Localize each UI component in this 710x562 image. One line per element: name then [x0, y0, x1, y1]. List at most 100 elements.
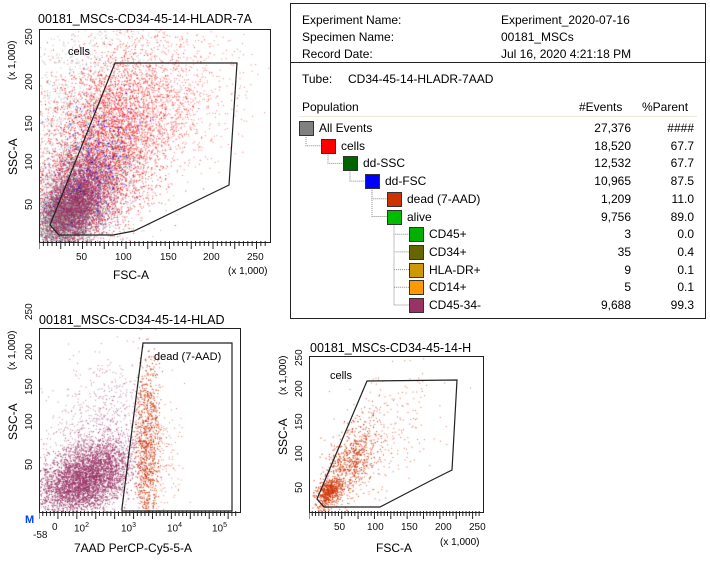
population-color-swatch	[409, 280, 424, 296]
plot3-gate-label: cells	[330, 370, 353, 382]
tube-value: CD34-45-14-HLADR-7AAD	[348, 72, 494, 86]
population-name: cells	[341, 138, 366, 153]
x-tick-label: 150	[401, 522, 418, 533]
plot1-xscale: (x 1,000)	[228, 266, 268, 277]
plot2-scatter-area[interactable]: dead (7-AAD)	[39, 328, 241, 513]
x-tick-label: 150	[160, 252, 177, 263]
population-row[interactable]: HLA-DR+ 9 0.1	[291, 262, 705, 279]
population-parent-pct: 0.4	[677, 244, 694, 259]
experiment-name-label: Experiment Name:	[302, 13, 402, 27]
x-tick-label: 102	[74, 522, 90, 535]
population-events: 27,376	[594, 121, 631, 135]
population-row[interactable]: cells 18,520 67.7	[291, 138, 705, 155]
specimen-name-value: 00181_MSCs	[501, 30, 574, 44]
population-name: CD34+	[429, 244, 467, 259]
population-parent-pct: ####	[667, 121, 694, 135]
plot3-title: 00181_MSCs-CD34-45-14-H	[310, 341, 472, 355]
plot1-x-axis	[39, 241, 266, 249]
population-row[interactable]: All Events 27,376 ####	[291, 120, 705, 137]
y-tick-label: 200	[294, 380, 305, 397]
plot2-title: 00181_MSCs-CD34-45-14-HLAD	[39, 313, 225, 327]
tube-label: Tube:	[302, 72, 333, 86]
x-tick-label: 103	[121, 522, 137, 535]
y-tick-label: 250	[294, 349, 305, 366]
plot2-marker-m[interactable]: M	[25, 514, 35, 526]
population-color-swatch	[409, 244, 424, 260]
population-name: alive	[407, 209, 432, 224]
x-tick-label: 200	[203, 252, 220, 263]
plot3-x-axis	[309, 511, 480, 519]
population-events: 1,209	[600, 191, 631, 206]
y-tick-label: 250	[24, 303, 35, 320]
plot3-xscale: (x 1,000)	[440, 537, 480, 548]
population-parent-pct: 0.1	[677, 262, 694, 277]
x-tick-label: 104	[167, 522, 183, 535]
y-tick-label: 150	[294, 413, 305, 430]
y-tick-label: 50	[24, 198, 35, 210]
y-tick-label: 50	[24, 458, 35, 470]
x-tick-label: 50	[334, 522, 346, 533]
x-tick-label: 200	[435, 522, 452, 533]
population-events: 3	[624, 227, 631, 242]
hierarchy-connectors	[305, 135, 409, 306]
population-parent-pct: 67.7	[670, 138, 694, 153]
population-parent-pct: 0.0	[677, 227, 694, 242]
plot1-title: 00181_MSCs-CD34-45-14-HLADR-7A	[38, 12, 252, 26]
x-tick-label: -58	[33, 530, 48, 541]
plot1-xlabel: FSC-A	[113, 268, 149, 282]
population-name: dd-SSC	[363, 156, 406, 171]
population-events: 5	[624, 280, 631, 295]
population-row[interactable]: dead (7-AAD) 1,209 11.0	[291, 191, 705, 208]
population-name: CD45+	[429, 227, 467, 242]
population-row[interactable]: dd-SSC 12,532 67.7	[291, 155, 705, 172]
plot3-gate-cells[interactable]	[310, 357, 483, 512]
record-date-value: Jul 16, 2020 4:21:18 PM	[501, 47, 632, 61]
population-row[interactable]: CD14+ 5 0.1	[291, 279, 705, 296]
population-row[interactable]: alive 9,756 89.0	[291, 209, 705, 226]
record-date-label: Record Date:	[302, 47, 373, 61]
population-row[interactable]: CD45+ 3 0.0	[291, 226, 705, 243]
y-tick-label: 250	[24, 28, 35, 45]
plot1-gate-label: cells	[68, 46, 91, 58]
y-tick-label: 100	[294, 445, 305, 462]
population-hierarchy-panel: Experiment Name: Experiment_2020-07-16 S…	[290, 3, 706, 319]
x-tick-label: 105	[212, 522, 228, 535]
population-parent-pct: 11.0	[671, 191, 694, 206]
y-tick-label: 150	[24, 115, 35, 132]
plot3-scatter-area[interactable]: cells	[309, 356, 484, 513]
x-tick-label: 100	[115, 252, 132, 263]
population-events: 18,520	[594, 138, 631, 153]
population-events: 35	[617, 244, 631, 259]
plot2-gate-dead[interactable]	[40, 329, 240, 512]
population-color-swatch	[299, 121, 314, 136]
plot1-gate-cells[interactable]	[40, 30, 270, 242]
plot2-x-axis	[39, 511, 237, 519]
population-parent-pct: 89.0	[670, 209, 694, 224]
y-tick-label: 100	[24, 413, 35, 430]
population-events: 9,688	[600, 298, 631, 312]
y-tick-label: 50	[294, 481, 305, 493]
population-color-swatch	[387, 209, 402, 225]
y-tick-label: 100	[24, 153, 35, 170]
population-parent-pct: 99.3	[670, 298, 694, 312]
plot2-xlabel: 7AAD PerCP-Cy5-5-A	[74, 541, 193, 555]
y-tick-label: 200	[24, 343, 35, 360]
population-row[interactable]: dd-FSC 10,965 87.5	[291, 173, 705, 190]
population-events: 10,965	[594, 174, 631, 189]
population-row[interactable]: CD45-34- 9,688 99.3	[291, 297, 705, 314]
population-name: CD45-34-	[429, 298, 482, 312]
population-color-swatch	[409, 227, 424, 243]
plot1-scatter-area[interactable]: cells	[39, 29, 271, 243]
plot3-xlabel: FSC-A	[376, 541, 412, 555]
y-tick-label: 150	[24, 378, 35, 395]
col-events: #Events	[579, 100, 623, 114]
x-tick-label: 250	[247, 252, 264, 263]
population-row[interactable]: CD34+ 35 0.4	[291, 244, 705, 261]
col-parent: %Parent	[642, 100, 689, 114]
population-events: 9,756	[600, 209, 631, 224]
population-parent-pct: 0.1	[677, 280, 694, 295]
population-parent-pct: 67.7	[670, 156, 694, 171]
population-name: dd-FSC	[385, 174, 427, 189]
plot2-events	[40, 329, 240, 512]
population-color-swatch	[387, 191, 402, 207]
